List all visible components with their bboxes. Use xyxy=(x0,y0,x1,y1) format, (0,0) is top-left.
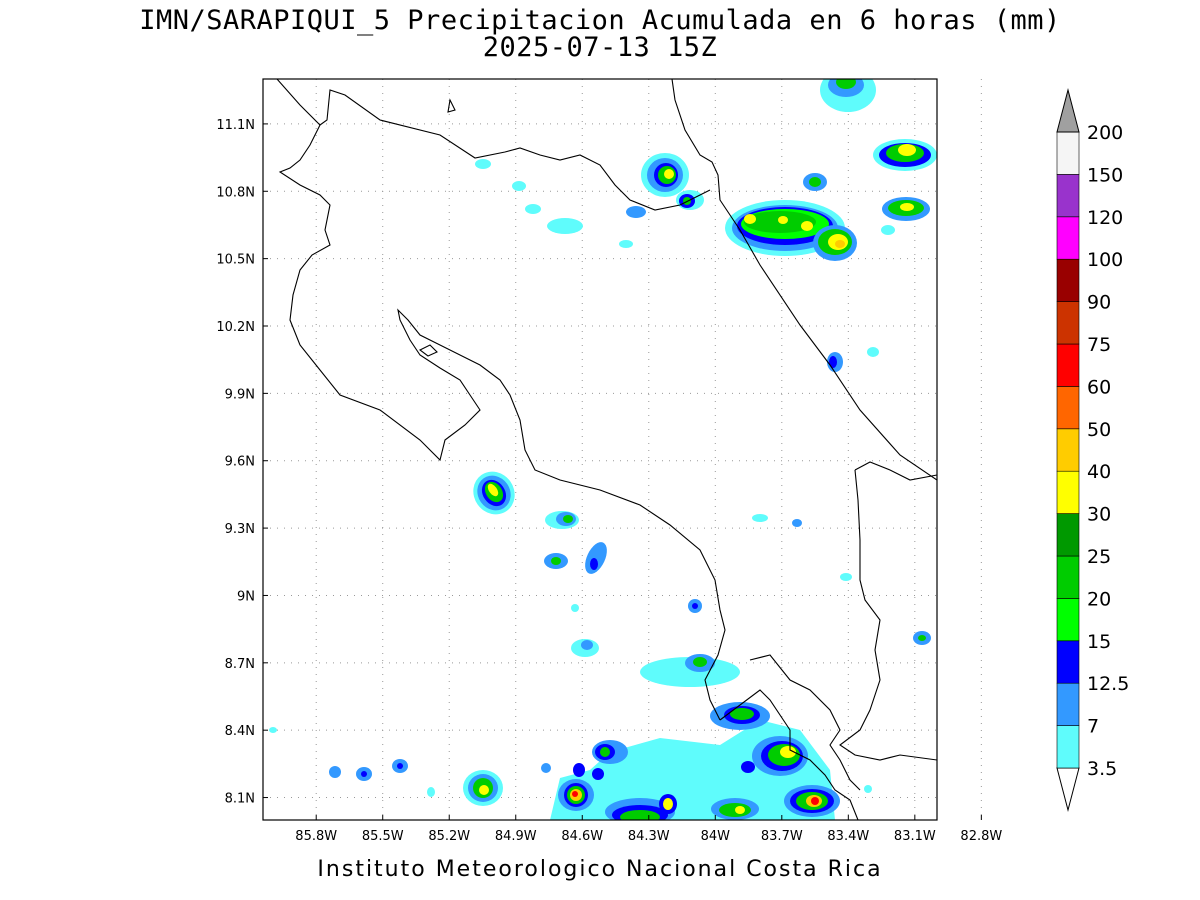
y-tick-label: 9.3N xyxy=(225,522,255,537)
y-tick-label: 9.6N xyxy=(225,455,255,470)
rain-cell xyxy=(641,153,689,197)
legend-label: 20 xyxy=(1087,588,1111,610)
rain-cell xyxy=(803,173,827,191)
legend-label: 200 xyxy=(1087,122,1123,144)
legend-label: 25 xyxy=(1087,546,1111,568)
legend-swatch xyxy=(1056,555,1080,599)
x-tick-label: 84.9W xyxy=(495,829,537,844)
y-tick-label: 11.1N xyxy=(216,118,255,133)
x-tick-label: 82.8W xyxy=(960,829,1002,844)
legend-swatch xyxy=(1056,725,1080,769)
color-legend: 3.5 7 12.5 15 20 25 30 40 50 60 75 90 100 120 150 200 xyxy=(1056,88,1129,812)
x-tick-label: 85.5W xyxy=(362,829,404,844)
y-axis: 11.1N 10.8N 10.5N 10.2N 9.9N 9.6N 9.3N 9N 8.7N 8.… xyxy=(216,118,268,807)
y-tick-label: 9.9N xyxy=(225,387,255,402)
y-tick-label: 10.8N xyxy=(216,185,255,200)
y-tick-label: 8.4N xyxy=(225,724,255,739)
x-tick-label: 83.7W xyxy=(761,829,803,844)
rain-cell xyxy=(544,514,931,657)
legend-lower-arrow xyxy=(1056,767,1080,812)
legend-label: 120 xyxy=(1087,207,1123,229)
legend-swatch xyxy=(1056,470,1080,514)
x-axis: 85.8W 85.5W 85.2W 84.9W 84.6W 84.3W 84W 83.7W 83… xyxy=(295,815,1002,844)
legend-swatch xyxy=(1056,216,1080,260)
legend-swatch xyxy=(1056,513,1080,557)
coastline xyxy=(263,79,937,820)
legend-label: 7 xyxy=(1087,716,1099,738)
x-tick-label: 85.2W xyxy=(428,829,470,844)
x-tick-label: 84.6W xyxy=(561,829,603,844)
legend-label: 12.5 xyxy=(1087,673,1129,695)
legend-label: 60 xyxy=(1087,376,1111,398)
legend-swatch xyxy=(1056,640,1080,684)
x-tick-label: 83.4W xyxy=(827,829,869,844)
legend-label: 30 xyxy=(1087,504,1111,526)
x-tick-label: 84.3W xyxy=(628,829,670,844)
rain-cell xyxy=(473,471,515,515)
legend-label: 75 xyxy=(1087,334,1111,356)
legend-swatch xyxy=(1056,682,1080,726)
legend-swatch xyxy=(1056,343,1080,387)
rain-cell xyxy=(640,654,740,687)
map-title: IMN/SARAPIQUI_5 Precipitacion Acumulada … xyxy=(139,5,1061,36)
rain-cell xyxy=(882,197,930,221)
footer-credit: Instituto Meteorologico Nacional Costa R… xyxy=(317,857,883,882)
legend-label: 100 xyxy=(1087,249,1123,271)
x-tick-label: 84W xyxy=(701,829,731,844)
legend-label: 40 xyxy=(1087,461,1111,483)
legend-swatch xyxy=(1056,598,1080,642)
rain-cell xyxy=(550,702,840,820)
legend-label: 150 xyxy=(1087,164,1123,186)
y-tick-label: 9N xyxy=(237,589,255,604)
rain-cell xyxy=(269,727,872,806)
plot-frame xyxy=(262,78,938,821)
grid-lines xyxy=(263,79,982,820)
legend-label: 15 xyxy=(1087,631,1111,653)
rain-cell xyxy=(873,139,937,171)
y-tick-label: 10.5N xyxy=(216,253,255,268)
map-date: 2025-07-13 15Z xyxy=(482,32,718,63)
x-tick-label: 85.8W xyxy=(295,829,337,844)
map-background xyxy=(263,79,937,820)
rain-cell xyxy=(545,511,579,529)
legend-swatch xyxy=(1056,174,1080,218)
legend-label: 3.5 xyxy=(1087,758,1117,780)
legend-swatch xyxy=(1056,386,1080,430)
precipitation-field xyxy=(269,79,937,820)
rain-cell xyxy=(820,79,876,112)
x-tick-label: 83.1W xyxy=(894,829,936,844)
legend-swatch xyxy=(1056,301,1080,345)
y-tick-label: 8.7N xyxy=(225,657,255,672)
y-tick-label: 10.2N xyxy=(216,320,255,335)
rain-cell xyxy=(813,225,857,261)
legend-swatch xyxy=(1056,428,1080,472)
y-tick-label: 8.1N xyxy=(225,792,255,807)
legend-label: 50 xyxy=(1087,419,1111,441)
legend-upper-arrow xyxy=(1056,88,1080,133)
legend-swatch xyxy=(1056,258,1080,302)
legend-swatch xyxy=(1056,131,1080,175)
legend-label: 90 xyxy=(1087,292,1111,314)
